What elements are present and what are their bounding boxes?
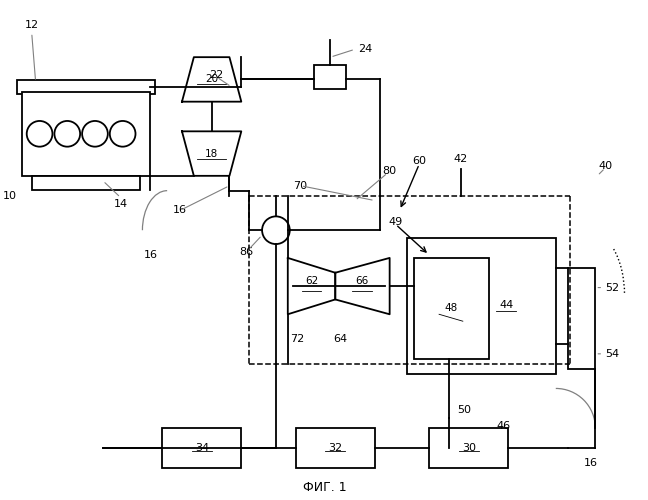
Text: 44: 44 — [499, 300, 513, 310]
Text: 16: 16 — [173, 206, 187, 216]
Bar — [295, 428, 375, 468]
Text: 62: 62 — [305, 276, 318, 285]
Text: 80: 80 — [382, 166, 397, 176]
Text: 66: 66 — [355, 276, 369, 285]
Bar — [22, 92, 150, 176]
Circle shape — [110, 121, 135, 146]
Text: 12: 12 — [25, 20, 39, 30]
Text: 86: 86 — [239, 247, 253, 257]
Text: 22: 22 — [209, 70, 224, 80]
Circle shape — [54, 121, 80, 146]
Bar — [568, 268, 596, 368]
Text: 72: 72 — [290, 334, 305, 344]
Text: 52: 52 — [605, 282, 619, 292]
Bar — [429, 428, 508, 468]
Bar — [162, 428, 241, 468]
Bar — [32, 176, 141, 190]
Circle shape — [27, 121, 52, 146]
Bar — [414, 258, 489, 359]
Text: 16: 16 — [583, 458, 597, 468]
Text: 34: 34 — [194, 443, 209, 453]
Text: 60: 60 — [412, 156, 426, 166]
Text: 64: 64 — [333, 334, 347, 344]
Circle shape — [262, 216, 290, 244]
Text: ФИГ. 1: ФИГ. 1 — [303, 481, 346, 494]
Text: 32: 32 — [328, 443, 342, 453]
Text: 16: 16 — [143, 250, 157, 260]
Text: 14: 14 — [113, 198, 128, 208]
Circle shape — [82, 121, 108, 146]
Text: 40: 40 — [598, 161, 612, 171]
Text: 24: 24 — [358, 44, 372, 54]
Bar — [314, 65, 346, 89]
Text: 42: 42 — [454, 154, 468, 164]
Bar — [408, 238, 556, 374]
Text: 10: 10 — [3, 190, 17, 200]
Text: 30: 30 — [462, 443, 476, 453]
Text: 46: 46 — [496, 421, 511, 431]
Bar — [17, 80, 156, 94]
Text: 49: 49 — [388, 218, 402, 228]
Text: 70: 70 — [294, 180, 308, 190]
Text: 20: 20 — [205, 74, 218, 85]
Text: 50: 50 — [457, 405, 471, 415]
Text: 54: 54 — [605, 349, 619, 359]
Text: 48: 48 — [445, 304, 457, 314]
Text: 18: 18 — [205, 148, 218, 158]
